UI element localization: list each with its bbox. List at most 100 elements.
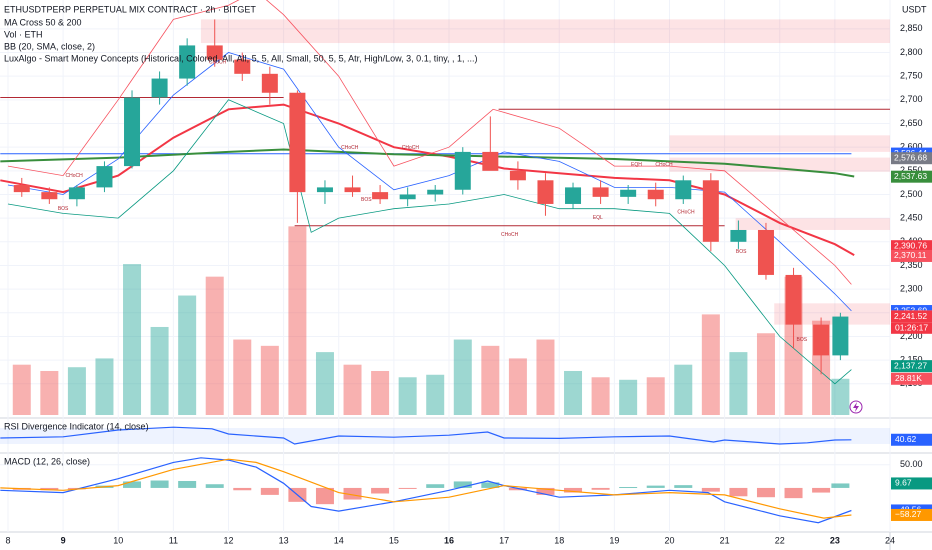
volume-bar bbox=[729, 352, 748, 415]
y-tick-label: 2,350 bbox=[900, 260, 923, 270]
macd-histogram-bar bbox=[398, 487, 417, 489]
structure-label: EQH bbox=[631, 162, 642, 168]
price-label: 2,390.76 bbox=[894, 240, 927, 250]
volume-label-box bbox=[891, 372, 932, 385]
candle-body bbox=[234, 59, 251, 74]
candle-body bbox=[813, 324, 830, 356]
x-tick-label: 8 bbox=[5, 535, 10, 545]
structure-label: BOS bbox=[797, 337, 808, 343]
candle-body bbox=[399, 194, 416, 200]
candle-body bbox=[289, 92, 306, 193]
supply-zone bbox=[774, 303, 890, 325]
candle-body bbox=[620, 189, 637, 197]
macd-label: 9.67 bbox=[895, 478, 912, 488]
rsi-line bbox=[0, 426, 852, 445]
y-tick-label: 2,150 bbox=[900, 354, 923, 364]
volume-bar bbox=[67, 367, 86, 415]
structure-label: CHoCH bbox=[655, 162, 673, 168]
macd-label-box bbox=[891, 508, 932, 521]
x-tick-label: 19 bbox=[609, 535, 619, 545]
price-label-box bbox=[891, 240, 932, 253]
candle-body bbox=[372, 192, 389, 200]
macd-histogram-bar bbox=[481, 482, 500, 488]
volume-bar bbox=[453, 339, 472, 415]
indicator-line bbox=[0, 103, 855, 256]
y-tick-label: 2,200 bbox=[900, 331, 923, 341]
alert-icon-bolt bbox=[853, 402, 859, 412]
macd-line bbox=[0, 458, 852, 519]
rsi-label: 40.62 bbox=[895, 434, 917, 444]
candle-body bbox=[454, 151, 471, 190]
candle-body bbox=[124, 97, 141, 167]
price-label: 2,370.11 bbox=[894, 250, 927, 260]
volume-bar bbox=[260, 345, 279, 415]
x-tick-label: 22 bbox=[775, 535, 785, 545]
macd-line bbox=[0, 457, 852, 524]
volume-bar bbox=[12, 364, 31, 415]
y-tick-label: 2,450 bbox=[900, 213, 923, 223]
volume-bar bbox=[564, 370, 583, 415]
macd-histogram-bar bbox=[674, 485, 693, 488]
volume-bar bbox=[40, 370, 59, 415]
volume-bar bbox=[178, 295, 197, 415]
structure-label: BOS bbox=[736, 249, 747, 255]
structure-label: CHoCH bbox=[209, 59, 227, 65]
volume-bar bbox=[233, 339, 252, 415]
candle-body bbox=[206, 45, 223, 60]
structure-label: CHoCH bbox=[341, 145, 359, 151]
volume-bar bbox=[591, 377, 610, 415]
x-tick-label: 15 bbox=[389, 535, 399, 545]
structure-label: BOS bbox=[58, 206, 69, 212]
candle-body bbox=[13, 185, 30, 193]
volume-bar bbox=[288, 226, 307, 415]
price-label: 2,137.27 bbox=[894, 360, 927, 370]
price-label-box bbox=[891, 310, 932, 323]
candle-body bbox=[179, 45, 196, 79]
price-label-box bbox=[891, 360, 932, 373]
structure-label: CHoCH bbox=[402, 145, 420, 151]
macd-histogram-bar bbox=[453, 481, 472, 488]
candle-body bbox=[151, 78, 168, 98]
price-label: 2,241.52 bbox=[894, 311, 927, 321]
x-tick-label: 9 bbox=[61, 535, 66, 545]
volume-bar bbox=[343, 364, 362, 415]
y-tick-label: 2,850 bbox=[900, 23, 923, 33]
candle-body bbox=[832, 316, 849, 356]
macd-label-box bbox=[891, 477, 932, 490]
macd-histogram-bar bbox=[426, 484, 445, 488]
volume-bar bbox=[508, 358, 527, 415]
indicator-legend: LuxAlgo - Smart Money Concepts (Historic… bbox=[4, 53, 478, 63]
candle-body bbox=[647, 189, 664, 200]
volume-bar bbox=[831, 378, 850, 415]
indicator-legend: MA Cross 50 & 200 bbox=[4, 17, 82, 27]
pane-title: RSI Divergence Indicator (14, close) bbox=[4, 421, 149, 431]
currency: USDT bbox=[902, 4, 927, 14]
candle-body bbox=[482, 151, 499, 171]
macd-histogram-bar bbox=[536, 487, 555, 495]
x-tick-label: 23 bbox=[830, 535, 840, 545]
macd-histogram-bar bbox=[371, 487, 390, 494]
macd-histogram-bar bbox=[646, 485, 665, 488]
x-tick-label: 11 bbox=[169, 535, 178, 545]
volume-label: 28.81K bbox=[895, 373, 922, 383]
candle-body bbox=[592, 187, 609, 197]
candle-body bbox=[509, 170, 526, 181]
volume-bar bbox=[150, 326, 169, 415]
price-label: 2,576.68 bbox=[894, 152, 927, 162]
volume-bar bbox=[205, 276, 224, 415]
indicator-line bbox=[7, 52, 852, 312]
candle-body bbox=[96, 166, 113, 188]
candle-body bbox=[41, 192, 58, 200]
candle-body bbox=[537, 180, 554, 204]
y-tick-label: 2,650 bbox=[900, 118, 923, 128]
candle-body bbox=[675, 180, 692, 200]
structure-label: CHoCH bbox=[677, 209, 695, 215]
volume-bar bbox=[536, 339, 555, 415]
indicator-line bbox=[7, 99, 852, 385]
x-tick-label: 13 bbox=[279, 535, 289, 545]
candle-body bbox=[730, 229, 747, 242]
supply-zone bbox=[669, 157, 890, 172]
macd-histogram-bar bbox=[178, 480, 197, 488]
macd-histogram-bar bbox=[812, 487, 831, 493]
